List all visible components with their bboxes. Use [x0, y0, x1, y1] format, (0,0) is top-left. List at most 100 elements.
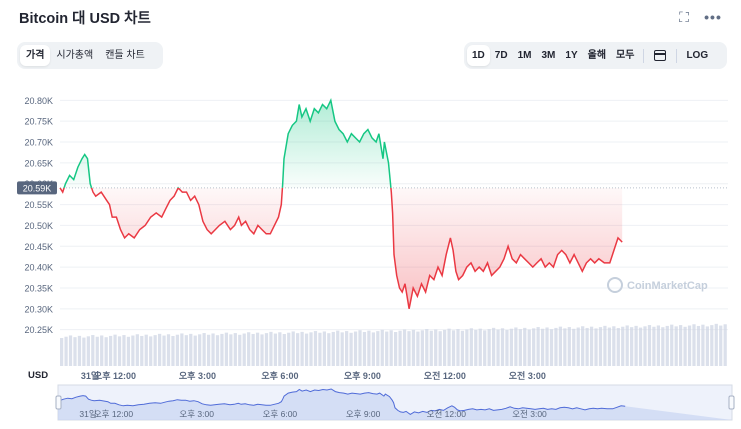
volume-bar [162, 335, 166, 366]
x-tick-label: 오전 3:00 [509, 370, 546, 381]
range-3m[interactable]: 3M [541, 50, 556, 61]
volume-bar [687, 325, 692, 366]
volume-bar [719, 325, 723, 366]
volume-bar [589, 326, 594, 366]
log-toggle[interactable]: LOG [686, 50, 709, 61]
volume-bar [345, 331, 349, 366]
volume-bar [135, 334, 139, 366]
volume-bar [122, 335, 126, 366]
volume-bar [260, 334, 264, 366]
volume-bar [460, 330, 465, 366]
volume-bar [362, 331, 367, 366]
volume-bar [77, 335, 82, 366]
volume-bar [349, 332, 353, 366]
price-line-down [59, 187, 623, 309]
volume-bar [131, 335, 135, 366]
y-tick-label: 20.80K [24, 96, 53, 106]
navigator-tick-label: 오후 6:00 [263, 409, 298, 419]
more-icon[interactable]: ••• [704, 9, 722, 25]
volume-bar [656, 325, 660, 366]
range-ytd[interactable]: 올해 [587, 50, 607, 61]
y-tick-label: 20.65K [24, 158, 53, 168]
volume-bar [304, 333, 309, 366]
y-tick-label: 20.35K [24, 283, 53, 293]
divider [643, 48, 645, 63]
volume-bar [523, 327, 527, 366]
volume-bar [287, 332, 291, 366]
volume-bar [193, 335, 197, 366]
volume-bar [273, 333, 278, 366]
volume-bar [598, 327, 603, 366]
navigator-tick-label: 오전 3:00 [512, 409, 547, 419]
volume-bar [278, 332, 282, 366]
volume-bar [407, 331, 411, 366]
volume-bar [233, 333, 237, 366]
volume-bar [594, 328, 598, 366]
volume-bar [665, 325, 669, 366]
volume-bar [371, 332, 375, 366]
navigator-tick-label: 오전 12:00 [427, 409, 467, 419]
volume-bar [86, 336, 90, 366]
volume-bar [563, 328, 567, 366]
x-tick-label: 오후 3:00 [179, 370, 216, 381]
calendar-icon[interactable] [654, 50, 667, 61]
volume-bar [60, 338, 64, 366]
volume-bar [558, 326, 563, 366]
volume-bar [318, 332, 322, 366]
volume-bar [313, 331, 318, 366]
volume-bar [500, 328, 505, 366]
tab-market-cap[interactable]: 시가총액 [56, 50, 94, 61]
volume-bar [634, 325, 638, 366]
volume-bar [144, 334, 148, 366]
volume-bar [474, 329, 478, 366]
volume-bar [714, 323, 718, 366]
range-1m[interactable]: 1M [517, 50, 532, 61]
volume-bar [215, 335, 220, 366]
volume-bar [607, 327, 612, 366]
volume-bar [291, 331, 295, 366]
volume-bar [478, 328, 482, 366]
volume-bar [710, 325, 714, 366]
navigator-tick-label: 31일 [79, 409, 96, 419]
volume-bar [157, 333, 162, 366]
tab-candle-chart[interactable]: 캔들 차트 [105, 50, 145, 61]
navigator-tick-label: 오후 3:00 [179, 409, 214, 419]
volume-bar [202, 333, 206, 366]
volume-bar [126, 336, 131, 366]
volume-bar [679, 325, 683, 366]
volume-bar [376, 331, 380, 366]
volume-bar [73, 337, 77, 366]
volume-bar [91, 335, 95, 366]
navigator-handle-right[interactable] [728, 395, 735, 410]
volume-bar [705, 326, 709, 366]
chart-title: Bitcoin 대 USD 차트 [19, 11, 151, 27]
volume-bar [189, 333, 193, 366]
y-tick-label: 20.70K [24, 138, 53, 148]
range-all[interactable]: 모두 [616, 50, 635, 61]
currency-label: USD [28, 370, 49, 381]
navigator-handle-left[interactable] [55, 395, 62, 410]
volume-bar [540, 328, 545, 366]
volume-bar [647, 325, 652, 366]
volume-bar [247, 332, 251, 366]
volume-bar [104, 337, 108, 366]
volume-bar [451, 330, 456, 366]
volume-bar [491, 327, 496, 366]
volume-bar [113, 334, 117, 366]
volume-bar [358, 330, 362, 366]
volume-bar [692, 324, 696, 366]
volume-bar [612, 326, 616, 366]
range-1y[interactable]: 1Y [565, 50, 578, 61]
tab-price[interactable]: 가격 [20, 45, 51, 66]
range-7d[interactable]: 7D [494, 50, 508, 61]
volume-bar [616, 328, 620, 366]
volume-bar [469, 328, 473, 366]
volume-bar [367, 330, 371, 366]
volume-bar [670, 324, 674, 366]
volume-bar [229, 334, 233, 366]
expand-icon[interactable]: ⛶ [679, 9, 689, 25]
range-1d[interactable]: 1D [467, 45, 490, 66]
volume-bar [638, 327, 643, 366]
x-tick-label: 오후 9:00 [344, 370, 381, 381]
